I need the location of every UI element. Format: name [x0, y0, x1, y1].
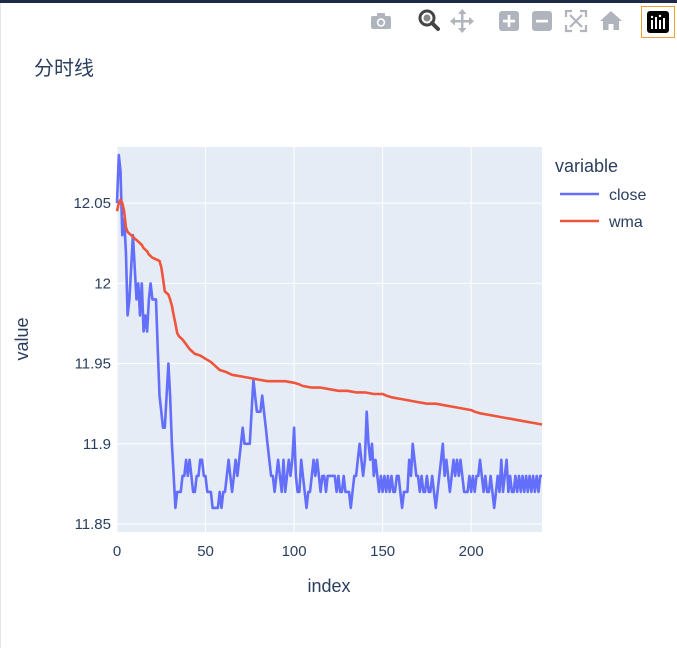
y-tick-label: 11.85 — [75, 516, 111, 533]
autoscale-icon[interactable] — [563, 8, 589, 34]
zoom-out-icon[interactable] — [529, 8, 555, 34]
x-axis-label: index — [307, 576, 350, 596]
x-tick-label: 0 — [113, 543, 121, 560]
legend-label-wma: wma — [608, 214, 643, 231]
series-line-close — [115, 153, 542, 510]
chart-title: 分时线 — [34, 56, 94, 80]
zoom-icon[interactable] — [416, 8, 442, 34]
x-tick-label: 150 — [370, 543, 395, 560]
y-tick-label: 11.95 — [75, 356, 111, 373]
series-line-wma — [115, 198, 543, 426]
x-tick-label: 200 — [459, 543, 484, 560]
legend-title: variable — [555, 156, 618, 176]
y-tick-label: 12 — [94, 275, 111, 292]
x-tick-label: 50 — [197, 543, 214, 560]
y-tick-label: 12.05 — [73, 195, 111, 212]
window-left-border — [0, 3, 1, 648]
pan-icon[interactable] — [449, 8, 475, 34]
zoom-in-icon[interactable] — [496, 8, 522, 34]
modebar — [360, 6, 677, 38]
x-tick-label: 100 — [282, 543, 307, 560]
plotly-logo[interactable] — [641, 6, 675, 38]
home-icon[interactable] — [598, 8, 624, 34]
camera-icon[interactable] — [368, 8, 394, 34]
window-top-border — [0, 0, 677, 3]
legend-label-close: close — [609, 187, 646, 204]
y-tick-label: 11.9 — [83, 436, 111, 453]
y-axis-label: value — [12, 317, 32, 360]
